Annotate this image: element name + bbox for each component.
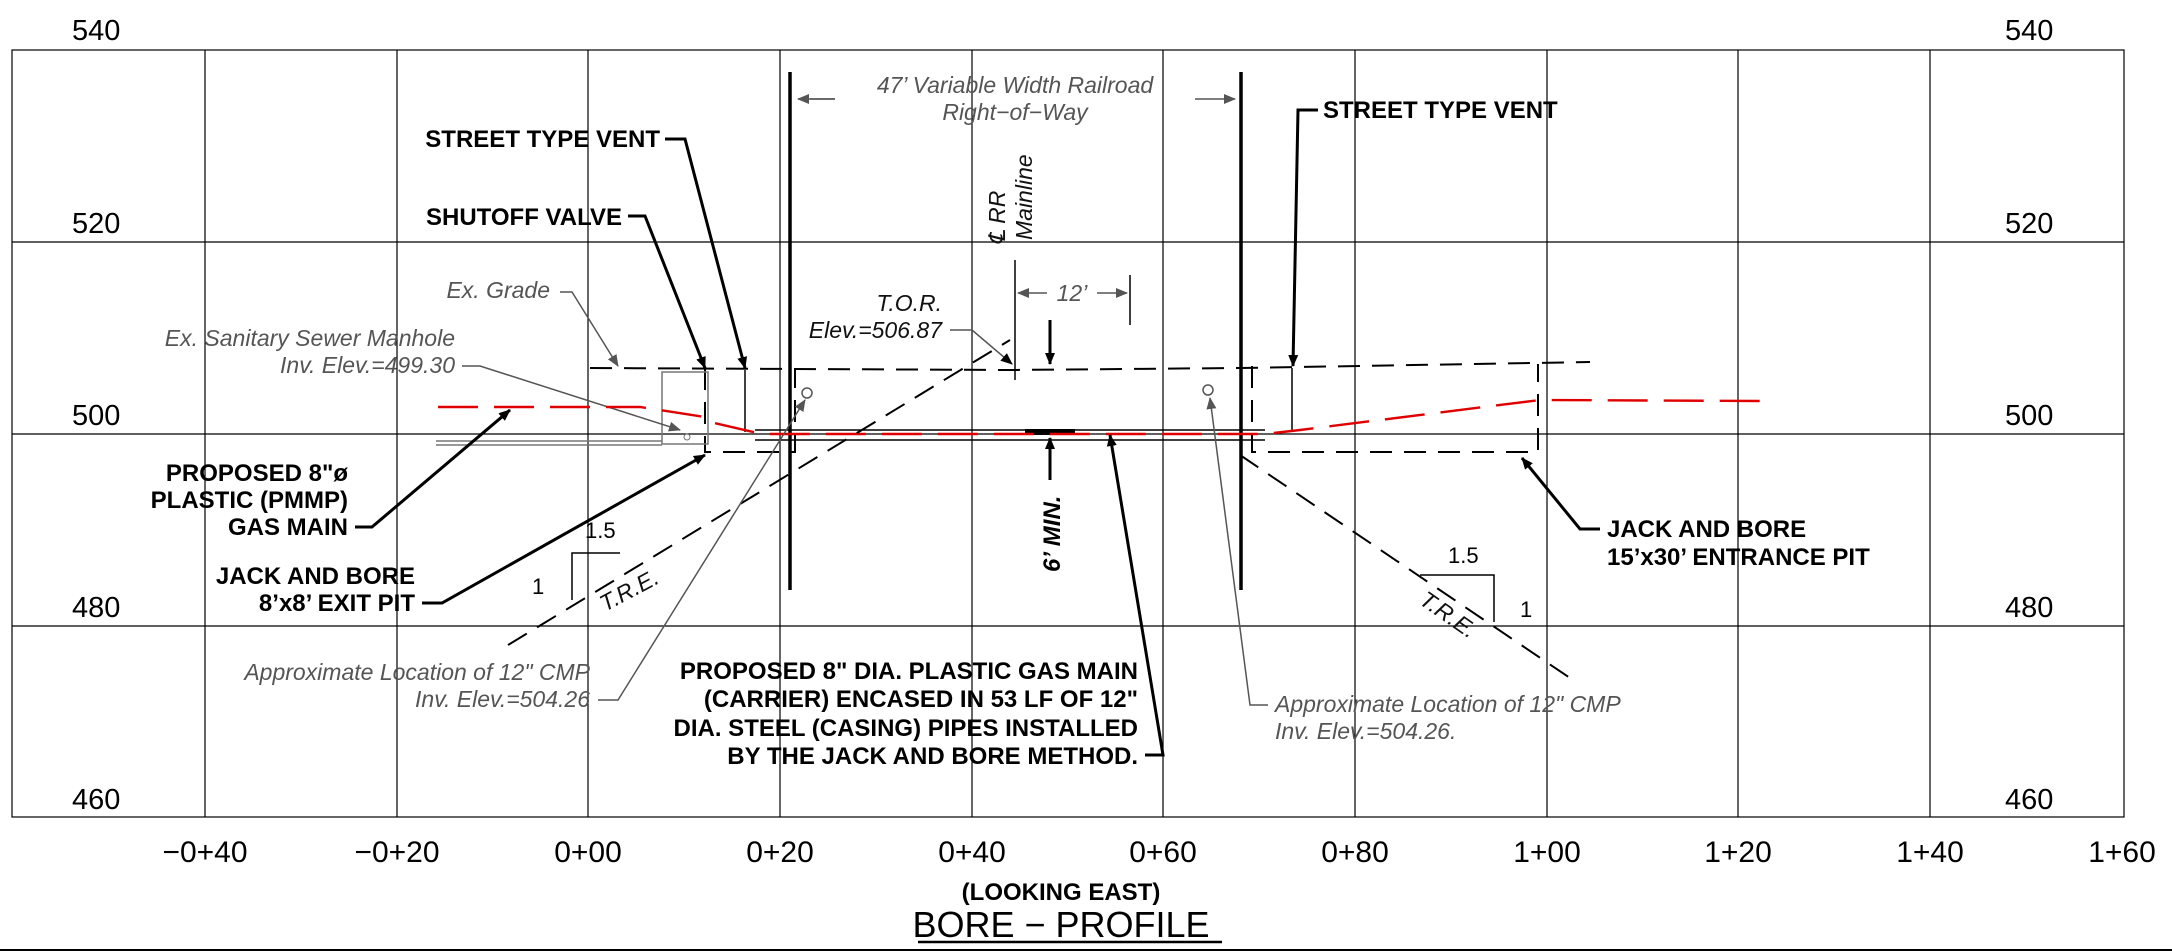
shutoff-valve-callout: SHUTOFF VALVE [426,204,707,369]
cmp-right-invert: Inv. Elev.=504.26. [1275,718,1456,744]
street-vent-left-callout: STREET TYPE VENT [425,126,748,369]
steel-casing-pipe: 6’ MIN. [755,429,1265,572]
elevation-labels-left: 540 520 500 480 460 [72,15,120,816]
tor-callout: T.O.R. Elev.=506.87 [809,290,1055,365]
note-line-2: (CARRIER) ENCASED IN 53 LF OF 12" [704,686,1138,713]
station-label: 1+40 [1896,836,1964,869]
elev-label: 540 [2005,15,2053,47]
street-vent-right-label: STREET TYPE VENT [1323,97,1558,124]
elev-label: 460 [2005,784,2053,816]
elev-label: 500 [2005,400,2053,432]
elev-label: 540 [72,15,120,47]
slope-right-tre: T.R.E. [1415,586,1482,643]
proposed-gas-main [438,398,1761,436]
slope-left-v: 1 [532,574,544,599]
view-direction-label: (LOOKING EAST) [962,879,1161,906]
station-label: 0+20 [746,836,814,869]
entrance-pit-callout: JACK AND BORE 15’x30’ ENTRANCE PIT [1520,457,1870,571]
street-vent-left-label: STREET TYPE VENT [425,126,660,153]
note-line-3: DIA. STEEL (CASING) PIPES INSTALLED [674,715,1138,742]
casing-note: PROPOSED 8" DIA. PLASTIC GAS MAIN (CARRI… [674,434,1165,770]
gas-main-label-2: PLASTIC (PMMP) [151,487,348,514]
exit-pit-label-1: JACK AND BORE [216,563,415,590]
station-label: 0+60 [1129,836,1197,869]
station-label: 0+80 [1321,836,1389,869]
slope-right-h: 1.5 [1448,543,1479,568]
gas-main-label-3: GAS MAIN [228,514,348,541]
tor-elevation-label: Elev.=506.87 [809,317,943,343]
existing-grade: Ex. Grade [446,277,1591,372]
entrance-pit [1251,364,1539,453]
rr-mainline-centerline: ℄ RR Mainline 12’ [984,154,1131,380]
station-label: −0+20 [354,836,439,869]
drawing-title: (LOOKING EAST) BORE − PROFILE [0,879,2172,951]
station-label: 0+00 [554,836,622,869]
elev-label: 480 [72,592,120,624]
exit-pit-callout: JACK AND BORE 8’x8’ EXIT PIT [216,453,706,617]
cmp-right-label: Approximate Location of 12" CMP [1273,691,1621,717]
profile-title: BORE − PROFILE [912,904,1209,945]
tor-label: T.O.R. [876,290,942,316]
street-vent-right-callout: STREET TYPE VENT [1288,97,1558,367]
cmp-culvert-left: Approximate Location of 12" CMP Inv. Ele… [242,387,813,712]
elev-label: 460 [72,784,120,816]
row-label-line2: Right−of−Way [942,99,1089,125]
note-line-4: BY THE JACK AND BORE METHOD. [727,743,1138,770]
station-label: 0+40 [938,836,1006,869]
cmp-left-label: Approximate Location of 12" CMP [242,659,590,685]
station-labels: −0+40 −0+20 0+00 0+20 0+40 0+60 0+80 1+0… [162,836,2155,869]
rr-centerline-label: ℄ RR [984,191,1010,245]
slope-right-v: 1 [1520,597,1532,622]
min-cover-label: 6’ MIN. [1039,496,1066,572]
cmp-left-invert: Inv. Elev.=504.26 [415,686,590,712]
rr-mainline-label: Mainline [1011,154,1037,240]
note-line-1: PROPOSED 8" DIA. PLASTIC GAS MAIN [680,658,1138,685]
row-width-label: 47’ Variable Width Railroad [877,72,1155,98]
ex-grade-label: Ex. Grade [446,277,550,303]
manhole-label: Ex. Sanitary Sewer Manhole [165,325,455,351]
elev-label: 520 [72,208,120,240]
gas-main-label-1: PROPOSED 8"ø [166,460,348,487]
station-label: 1+20 [1704,836,1772,869]
cmp-culvert-right: Approximate Location of 12" CMP Inv. Ele… [1202,384,1621,744]
elev-label: 520 [2005,208,2053,240]
gas-main-callout: PROPOSED 8"ø PLASTIC (PMMP) GAS MAIN [151,408,511,541]
station-label: −0+40 [162,836,247,869]
elev-label: 500 [72,400,120,432]
manhole-invert-label: Inv. Elev.=499.30 [280,352,455,378]
elevation-labels-right: 540 520 500 480 460 [2005,15,2053,816]
shutoff-valve-label: SHUTOFF VALVE [426,204,622,231]
exit-pit-label-2: 8’x8’ EXIT PIT [259,590,415,617]
elev-label: 480 [2005,592,2053,624]
entrance-pit-label-2: 15’x30’ ENTRANCE PIT [1607,544,1870,571]
station-label: 1+00 [1513,836,1581,869]
slope-left-h: 1.5 [585,518,616,543]
railroad-right-of-way: 47’ Variable Width Railroad Right−of−Way [788,72,1243,590]
sanitary-manhole: Ex. Sanitary Sewer Manhole Inv. Elev.=49… [165,325,709,446]
entrance-pit-label-1: JACK AND BORE [1607,516,1806,543]
profile-grid [11,49,2125,818]
dim-12-label: 12’ [1057,280,1089,306]
station-label: 1+60 [2088,836,2156,869]
